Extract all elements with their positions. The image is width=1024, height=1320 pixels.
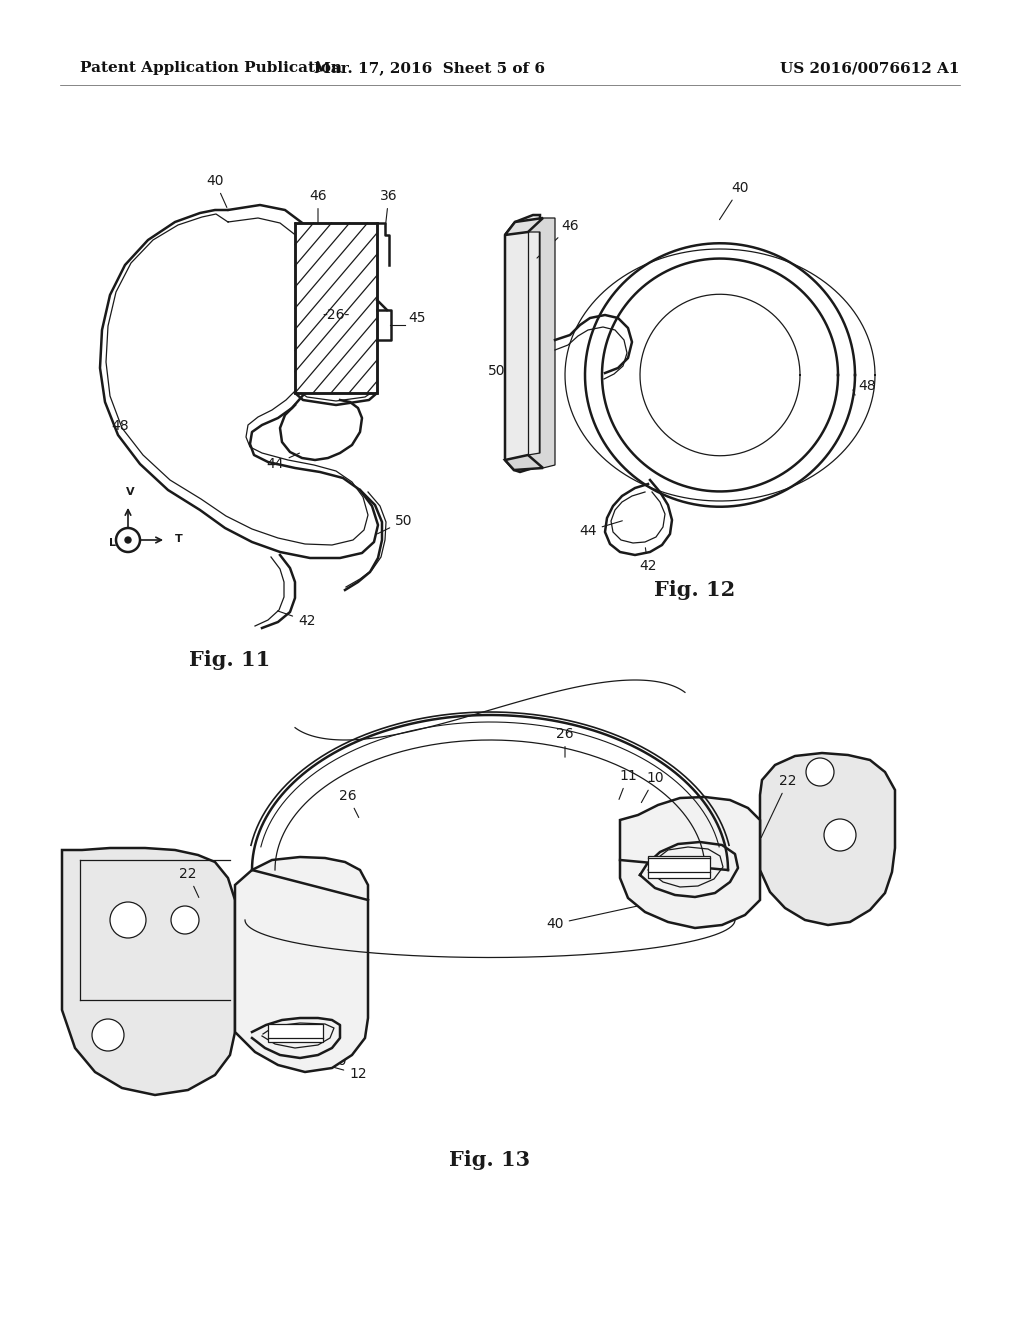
Circle shape [125, 537, 131, 543]
Polygon shape [505, 215, 540, 473]
Text: L: L [109, 539, 116, 548]
Text: Fig. 12: Fig. 12 [654, 579, 735, 601]
Bar [648, 855, 710, 878]
Text: 50: 50 [487, 364, 505, 378]
Text: 40: 40 [304, 1041, 347, 1068]
Text: Fig. 13: Fig. 13 [450, 1150, 530, 1170]
Circle shape [824, 818, 856, 851]
Text: 48: 48 [858, 379, 876, 393]
Circle shape [92, 1019, 124, 1051]
Text: T: T [175, 535, 182, 544]
Text: 48: 48 [112, 418, 129, 433]
Text: 46: 46 [309, 189, 327, 227]
Text: 40: 40 [206, 174, 227, 207]
Text: V: V [126, 487, 134, 498]
Text: 44: 44 [266, 453, 299, 471]
Polygon shape [620, 797, 760, 928]
Polygon shape [505, 218, 543, 235]
Text: 26: 26 [339, 789, 358, 817]
Bar [295, 223, 377, 393]
Polygon shape [62, 847, 234, 1096]
Text: Fig. 11: Fig. 11 [189, 649, 270, 671]
Text: 45: 45 [408, 312, 426, 325]
Text: Mar. 17, 2016  Sheet 5 of 6: Mar. 17, 2016 Sheet 5 of 6 [314, 61, 546, 75]
Text: 46: 46 [537, 219, 579, 259]
Bar [268, 1024, 323, 1041]
Circle shape [116, 528, 140, 552]
Polygon shape [528, 218, 555, 469]
Text: 36: 36 [380, 189, 397, 227]
Polygon shape [760, 752, 895, 925]
Circle shape [171, 906, 199, 935]
Bar [295, 223, 377, 393]
Text: 22: 22 [179, 867, 199, 898]
Text: 11: 11 [618, 770, 637, 800]
Polygon shape [505, 455, 543, 470]
Text: Patent Application Publication: Patent Application Publication [80, 61, 342, 75]
Circle shape [110, 902, 146, 939]
Text: -26-: -26- [323, 308, 349, 322]
Text: 42: 42 [278, 611, 315, 628]
Text: 40: 40 [720, 181, 749, 219]
Text: 10: 10 [641, 771, 664, 803]
Text: 22: 22 [761, 774, 797, 837]
Polygon shape [234, 857, 368, 1072]
Text: 12: 12 [303, 1059, 367, 1081]
Circle shape [806, 758, 834, 785]
Text: 40: 40 [546, 895, 685, 931]
Text: US 2016/0076612 A1: US 2016/0076612 A1 [780, 61, 959, 75]
Text: 42: 42 [639, 548, 656, 573]
Text: 26: 26 [556, 727, 573, 758]
Text: 44: 44 [580, 521, 623, 539]
Text: 50: 50 [378, 513, 413, 533]
